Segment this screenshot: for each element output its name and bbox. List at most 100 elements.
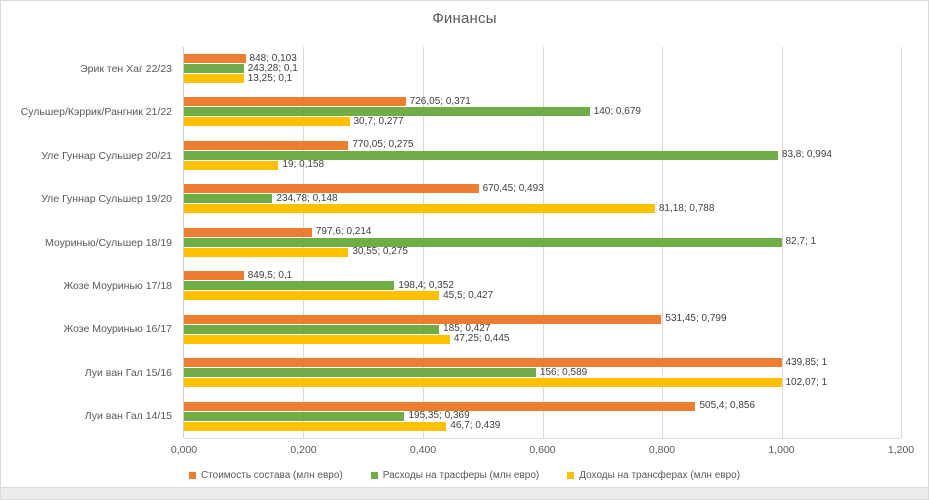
bar-line: 797,6; 0,214	[184, 226, 901, 238]
bar-data-label: 81,18; 0,788	[658, 202, 715, 214]
bar	[184, 184, 479, 194]
value-axis: 0,000 0,200 0,400 0,600 0,800 1,000 1,200	[171, 444, 914, 458]
legend-item: Стоимость состава (млн евро)	[188, 469, 343, 481]
bar-line: 81,18; 0,788	[184, 202, 901, 214]
bar-data-label: 726,05; 0,371	[409, 95, 471, 107]
category-label: Эрик тен Хаг 22/23	[80, 62, 172, 75]
legend-item: Расходы на трасферы (млн евро)	[370, 469, 540, 481]
bar-line: 848; 0,103	[184, 52, 901, 64]
bar-line: 156; 0,589	[184, 367, 901, 378]
bar-data-label: 13,25; 0,1	[247, 72, 293, 84]
bar-line: 185; 0,427	[184, 323, 901, 335]
bar-line: 82,7; 1	[184, 236, 901, 248]
bar-data-label: 185; 0,427	[443, 323, 491, 335]
x-tick-label: 1,000	[768, 444, 795, 456]
x-tick-label: 0,400	[409, 444, 437, 456]
category-row: 797,6; 0,214 82,7; 1 30,55; 0,275	[184, 221, 901, 264]
bar-line: 46,7; 0,439	[184, 420, 901, 432]
bar	[184, 150, 778, 160]
bar-line: 234,78; 0,148	[184, 192, 901, 204]
bar-data-label: 19; 0,158	[282, 159, 325, 171]
bar-data-label: 46,7; 0,439	[450, 420, 501, 432]
bar	[184, 271, 244, 281]
bar	[184, 401, 696, 411]
x-tick-label: 1,200	[887, 444, 915, 456]
bar-line: 439,85; 1	[184, 357, 901, 368]
x-tick-label: 0,800	[648, 444, 676, 456]
bar-line: 83,8; 0,994	[184, 149, 901, 161]
bar	[184, 54, 246, 63]
bar-line: 47,25; 0,445	[184, 333, 901, 345]
bar	[184, 160, 279, 170]
category-label: Жозе Моуринью 17/18	[63, 279, 172, 292]
category-label: Луи ван Гал 15/16	[84, 366, 172, 379]
legend-swatch-icon	[567, 471, 575, 479]
bar-data-label: 670,45; 0,493	[482, 182, 544, 194]
legend-label: Стоимость состава (млн евро)	[200, 469, 343, 481]
bar	[184, 314, 662, 324]
bar-line: 198,4; 0,352	[184, 279, 901, 291]
category-row: 670,45; 0,493 234,78; 0,148 81,18; 0,788	[184, 177, 901, 220]
bar-line: 30,55; 0,275	[184, 246, 901, 258]
category-row: 439,85; 1 156; 0,589 102,07; 1	[184, 351, 901, 394]
bar-data-label: 140; 0,679	[593, 105, 641, 117]
bar	[184, 421, 447, 431]
bar-data-label: 195,35; 0,369	[408, 410, 470, 422]
x-tick-label: 0,000	[170, 444, 198, 456]
plot-area: 848; 0,103 243,28; 0,1 13,25; 0,1 726,05; 0…	[183, 47, 902, 439]
gridline	[901, 47, 902, 438]
category-label: Моуринью/Сульшер 18/19	[45, 236, 172, 249]
bar	[184, 281, 395, 291]
bar-line: 770,05; 0,275	[184, 139, 901, 151]
bar-data-label: 770,05; 0,275	[352, 139, 414, 151]
bar	[184, 194, 273, 204]
category-label: Уле Гуннар Сульшер 19/20	[41, 193, 172, 206]
bar	[184, 227, 312, 237]
bar-line: 30,7; 0,277	[184, 116, 901, 127]
bar-data-label: 797,6; 0,214	[315, 226, 372, 238]
bar	[184, 140, 349, 150]
category-label: Уле Гуннар Сульшер 20/21	[41, 149, 172, 162]
bar-data-label: 848; 0,103	[249, 52, 297, 64]
category-row: 770,05; 0,275 83,8; 0,994 19; 0,158	[184, 134, 901, 177]
bar-data-label: 234,78; 0,148	[276, 192, 338, 204]
category-row: 848; 0,103 243,28; 0,1 13,25; 0,1	[184, 47, 901, 90]
window-bottom-edge	[1, 487, 928, 499]
bar-line: 849,5; 0,1	[184, 270, 901, 281]
bar	[184, 107, 590, 117]
bar	[184, 368, 536, 378]
bar-data-label: 531,45; 0,799	[665, 313, 727, 325]
bar	[184, 247, 349, 257]
bar-data-label: 198,4; 0,352	[398, 279, 454, 291]
bar-data-label: 243,28; 0,1	[247, 62, 298, 74]
bar	[184, 411, 405, 421]
category-label: Луи ван Гал 14/15	[84, 410, 172, 423]
category-label: Сульшер/Кэррик/Рангник 21/22	[20, 106, 172, 119]
bar-line: 505,4; 0,856	[184, 400, 901, 412]
bar	[184, 334, 450, 344]
bar	[184, 97, 406, 107]
bar-line: 140; 0,679	[184, 105, 901, 117]
bar-data-label: 83,8; 0,994	[781, 149, 832, 161]
bar	[184, 237, 782, 247]
bar-data-label: 30,55; 0,275	[352, 246, 408, 258]
category-axis: Эрик тен Хаг 22/23 Сульшер/Кэррик/Рангник…	[1, 47, 178, 438]
bar	[184, 324, 440, 334]
legend: Стоимость состава (млн евро) Расходы на т…	[1, 467, 928, 483]
value-axis-line	[183, 47, 184, 438]
bar-data-label: 505,4; 0,856	[699, 400, 756, 412]
bar-data-label: 82,7; 1	[785, 236, 817, 248]
bar-data-label: 102,07; 1	[785, 376, 828, 388]
category-row: 505,4; 0,856 195,35; 0,369 46,7; 0,439	[184, 395, 901, 438]
legend-item: Доходы на трансферах (млн евро)	[567, 470, 740, 481]
bar	[184, 64, 244, 73]
bar-line: 531,45; 0,799	[184, 313, 901, 325]
legend-label: Расходы на трасферы (млн евро)	[382, 469, 540, 481]
bar-data-label: 47,25; 0,445	[453, 333, 510, 345]
bar-line: 102,07; 1	[184, 376, 901, 388]
legend-swatch-icon	[188, 471, 196, 479]
bar-line: 13,25; 0,1	[184, 72, 901, 84]
bar-line: 19; 0,158	[184, 159, 901, 171]
gridline	[781, 47, 783, 438]
